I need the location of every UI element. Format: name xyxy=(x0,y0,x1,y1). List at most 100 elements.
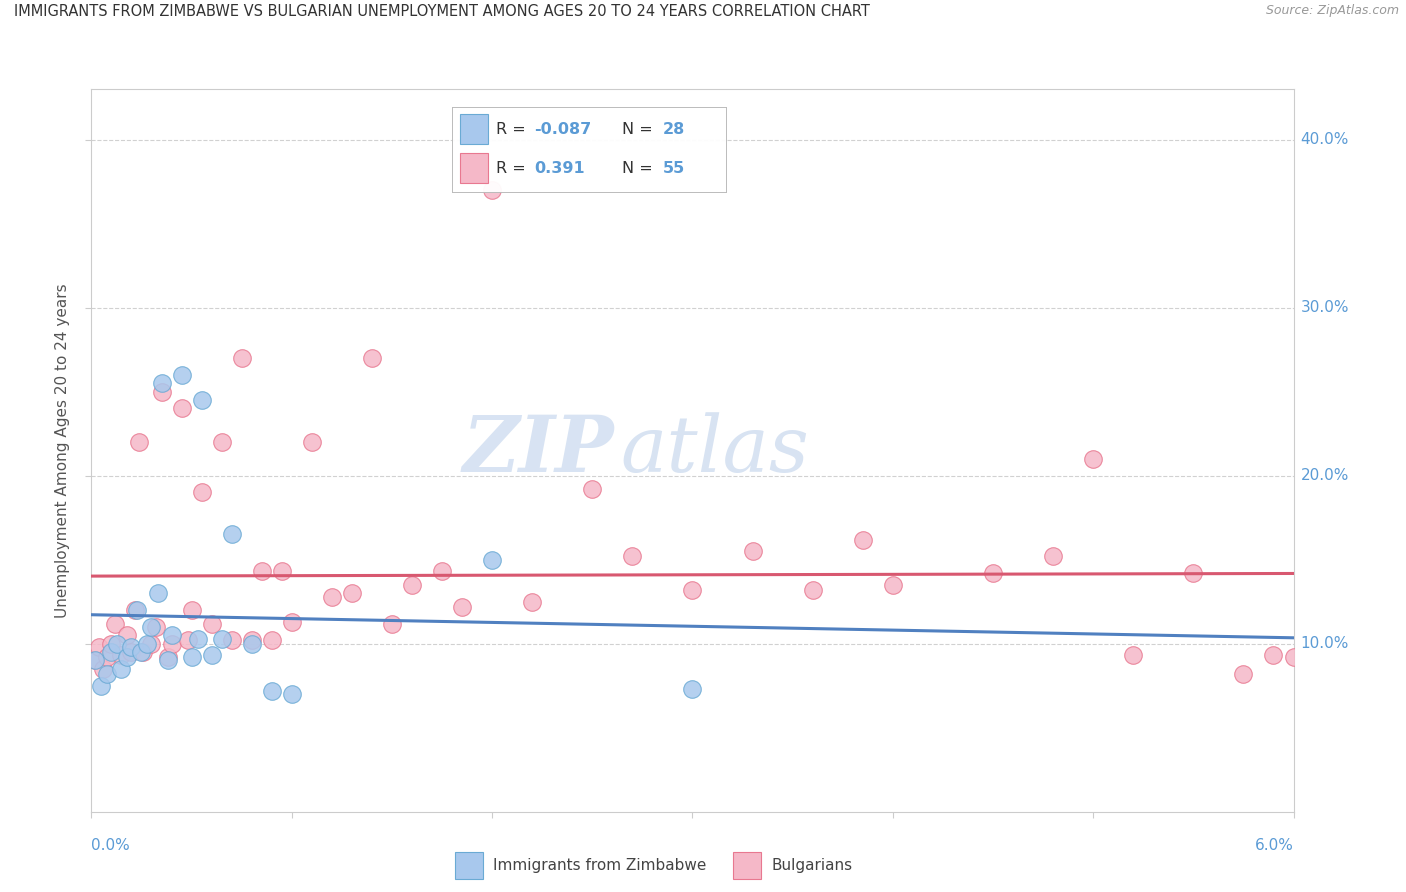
Point xyxy=(481,183,503,197)
Point xyxy=(281,687,304,701)
Point xyxy=(190,485,212,500)
Point xyxy=(176,633,198,648)
Point xyxy=(681,582,703,597)
Point xyxy=(221,527,243,541)
Text: 20.0%: 20.0% xyxy=(1301,468,1348,483)
Point xyxy=(170,368,193,382)
Bar xyxy=(456,852,482,879)
Bar xyxy=(460,153,488,183)
Point xyxy=(84,653,107,667)
Point xyxy=(150,376,173,391)
Point xyxy=(131,645,153,659)
Text: 40.0%: 40.0% xyxy=(1301,132,1348,147)
Text: Bulgarians: Bulgarians xyxy=(772,858,852,872)
Point xyxy=(852,533,875,547)
Text: ZIP: ZIP xyxy=(463,412,614,489)
Point xyxy=(156,650,179,665)
Point xyxy=(451,599,474,614)
Point xyxy=(381,616,404,631)
Point xyxy=(1232,667,1254,681)
Point xyxy=(231,351,253,365)
Point xyxy=(187,632,209,646)
Point xyxy=(882,578,904,592)
Point xyxy=(132,645,155,659)
Point xyxy=(100,645,122,659)
Point xyxy=(107,637,129,651)
Text: 0.391: 0.391 xyxy=(534,161,585,176)
Point xyxy=(128,435,150,450)
Point xyxy=(1263,648,1285,663)
Point xyxy=(145,620,167,634)
Point xyxy=(127,603,149,617)
Point xyxy=(240,637,263,651)
Point xyxy=(360,351,382,365)
Point xyxy=(1083,451,1105,466)
Text: 6.0%: 6.0% xyxy=(1254,838,1294,854)
Point xyxy=(250,565,273,579)
Y-axis label: Unemployment Among Ages 20 to 24 years: Unemployment Among Ages 20 to 24 years xyxy=(55,283,70,618)
Point xyxy=(741,544,763,558)
Text: R =: R = xyxy=(496,161,526,176)
Text: atlas: atlas xyxy=(620,412,808,489)
Point xyxy=(141,620,163,634)
Point xyxy=(260,683,283,698)
Point xyxy=(117,628,139,642)
Text: 55: 55 xyxy=(664,161,685,176)
Point xyxy=(621,549,644,564)
Point xyxy=(201,616,224,631)
Point xyxy=(110,662,132,676)
Point xyxy=(180,650,202,665)
Point xyxy=(90,679,112,693)
Point xyxy=(84,653,107,667)
Text: 0.0%: 0.0% xyxy=(91,838,131,854)
Point xyxy=(301,435,323,450)
Point xyxy=(121,640,143,654)
Point xyxy=(160,637,183,651)
Point xyxy=(110,648,132,663)
Point xyxy=(211,435,233,450)
Point xyxy=(1122,648,1144,663)
Point xyxy=(260,633,283,648)
Point xyxy=(201,648,224,663)
Point xyxy=(136,637,159,651)
Point xyxy=(146,586,169,600)
Point xyxy=(150,384,173,399)
Point xyxy=(89,640,111,654)
Bar xyxy=(460,114,488,145)
Point xyxy=(801,582,824,597)
Point xyxy=(211,632,233,646)
Point xyxy=(981,566,1004,581)
Point xyxy=(190,392,212,407)
Point xyxy=(100,637,122,651)
Point xyxy=(221,633,243,648)
Text: N =: N = xyxy=(621,161,652,176)
Point xyxy=(180,603,202,617)
Point xyxy=(430,565,453,579)
Point xyxy=(681,681,703,696)
Text: Immigrants from Zimbabwe: Immigrants from Zimbabwe xyxy=(494,858,706,872)
Text: IMMIGRANTS FROM ZIMBABWE VS BULGARIAN UNEMPLOYMENT AMONG AGES 20 TO 24 YEARS COR: IMMIGRANTS FROM ZIMBABWE VS BULGARIAN UN… xyxy=(14,4,870,20)
Point xyxy=(481,552,503,566)
Point xyxy=(581,482,603,496)
Point xyxy=(160,628,183,642)
Text: Source: ZipAtlas.com: Source: ZipAtlas.com xyxy=(1265,4,1399,18)
Text: R =: R = xyxy=(496,121,526,136)
Bar xyxy=(734,852,761,879)
Point xyxy=(520,595,543,609)
Point xyxy=(104,616,127,631)
Text: 10.0%: 10.0% xyxy=(1301,636,1348,651)
Point xyxy=(1042,549,1064,564)
Point xyxy=(156,653,179,667)
Point xyxy=(321,590,343,604)
Point xyxy=(121,645,143,659)
Point xyxy=(96,650,118,665)
Text: 30.0%: 30.0% xyxy=(1301,300,1348,315)
Point xyxy=(240,633,263,648)
Point xyxy=(93,662,115,676)
Point xyxy=(117,650,139,665)
Text: N =: N = xyxy=(621,121,652,136)
Point xyxy=(270,565,292,579)
Point xyxy=(170,401,193,416)
Point xyxy=(1282,650,1305,665)
Point xyxy=(96,667,118,681)
